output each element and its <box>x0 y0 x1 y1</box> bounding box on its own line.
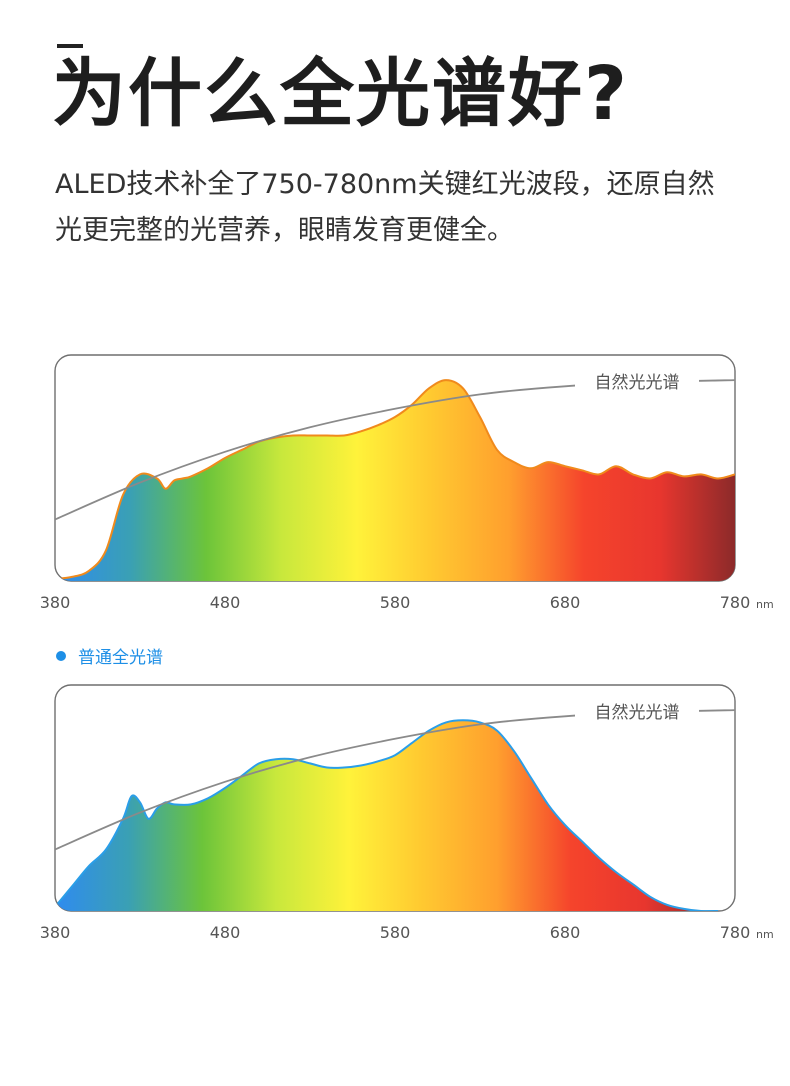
title-accent-bar <box>57 44 83 48</box>
description-line-2: 光更完整的光营养，眼睛发育更健全。 <box>55 215 514 246</box>
normal-spectrum-legend: 普通全光谱 <box>56 643 163 668</box>
curve-label-background <box>575 699 699 726</box>
x-tick-label: 680 <box>550 593 581 612</box>
legend-dot-icon <box>56 650 66 661</box>
x-tick-label: 580 <box>380 923 411 942</box>
aled-spectrum-chart: 自然光光谱 380 480 580 680 780 nm <box>40 354 774 612</box>
legend-label: 普通全光谱 <box>78 648 163 668</box>
description: ALED技术补全了750-780nm关键红光波段，还原自然 光更完整的光营养，眼… <box>55 162 755 254</box>
curve-label-background <box>575 369 699 396</box>
natural-curve-label: 自然光光谱 <box>595 703 680 723</box>
normal-spectrum-chart: 自然光光谱 380 480 580 680 780 nm <box>40 684 774 942</box>
spectrum-area <box>55 380 735 581</box>
spectrum-outline <box>55 379 735 580</box>
x-tick-label: 380 <box>40 593 71 612</box>
x-tick-label: 780 <box>720 593 751 612</box>
spectrum-area <box>55 720 718 911</box>
x-tick-label: 580 <box>380 593 411 612</box>
spectrum-outline <box>55 719 719 911</box>
x-tick-label: 680 <box>550 923 581 942</box>
x-tick-label: 480 <box>210 923 241 942</box>
page-title: 为什么全光谱好? <box>52 51 629 137</box>
x-tick-label: 480 <box>210 593 241 612</box>
x-tick-label: 780 <box>720 923 751 942</box>
x-tick-label: 380 <box>40 923 71 942</box>
x-unit-label: nm <box>756 928 774 941</box>
natural-curve-label: 自然光光谱 <box>595 373 680 393</box>
description-line-1: ALED技术补全了750-780nm关键红光波段，还原自然 <box>55 169 715 200</box>
x-unit-label: nm <box>756 598 774 611</box>
